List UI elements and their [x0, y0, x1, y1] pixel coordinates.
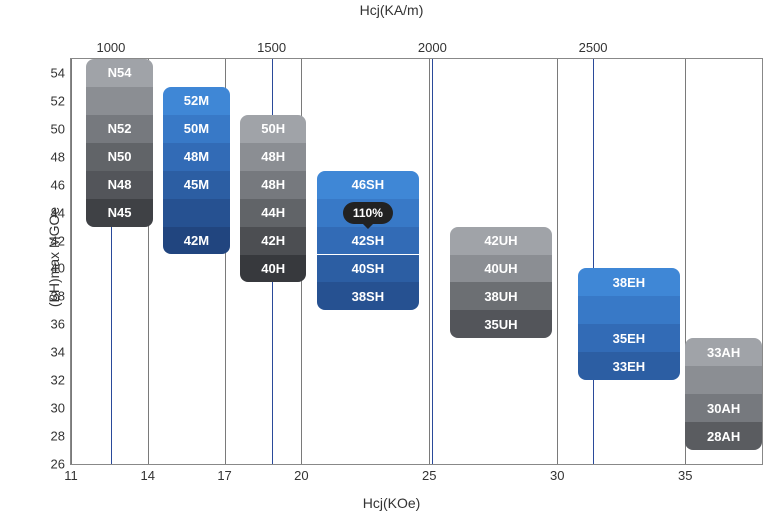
grade-cell[interactable]: N54: [86, 59, 153, 87]
x-bottom-tick: 17: [217, 464, 231, 483]
grade-column: 46SH44SH42SH40SH38SH: [317, 171, 419, 311]
grade-cell[interactable]: N52: [86, 115, 153, 143]
x-bottom-tick: 30: [550, 464, 564, 483]
grade-cell[interactable]: N48: [86, 171, 153, 199]
grade-cell[interactable]: [578, 296, 680, 324]
grade-cell[interactable]: 42M: [163, 227, 230, 255]
grade-column: N54 N52N50N48N45: [86, 59, 153, 227]
y-tick: 38: [51, 289, 71, 304]
y-tick: 28: [51, 429, 71, 444]
y-tick: 30: [51, 401, 71, 416]
grade-cell[interactable]: 40H: [240, 255, 307, 283]
x-top-tick: 1000: [96, 40, 125, 59]
grade-cell[interactable]: 38EH: [578, 268, 680, 296]
grade-cell[interactable]: 50M: [163, 115, 230, 143]
hover-tooltip: 110%: [343, 202, 393, 224]
grade-cell[interactable]: 40UH: [450, 255, 552, 283]
grade-cell[interactable]: 38SH: [317, 282, 419, 310]
x-top-tick: 2000: [418, 40, 447, 59]
grade-cell[interactable]: N50: [86, 143, 153, 171]
grade-cell[interactable]: 30AH: [685, 394, 762, 422]
y-tick: 52: [51, 93, 71, 108]
x-gridline: [71, 59, 72, 464]
grade-cell[interactable]: 50H: [240, 115, 307, 143]
y-tick: 32: [51, 373, 71, 388]
grade-cell[interactable]: 38UH: [450, 282, 552, 310]
y-tick: 34: [51, 345, 71, 360]
grade-cell[interactable]: 48H: [240, 143, 307, 171]
grade-cell[interactable]: 46SH: [317, 171, 419, 199]
y-tick: 50: [51, 121, 71, 136]
grade-cell[interactable]: 33AH: [685, 338, 762, 366]
y-tick: 44: [51, 205, 71, 220]
grade-column: 33AH 30AH28AH: [685, 338, 762, 450]
x-top-refline: [593, 59, 594, 464]
grade-column: 50H48H48H44H42H40H: [240, 115, 307, 283]
x-bottom-tick: 25: [422, 464, 436, 483]
x-axis-top-label: Hcj(KA/m): [0, 2, 783, 18]
y-tick: 36: [51, 317, 71, 332]
y-tick: 46: [51, 177, 71, 192]
x-axis-bottom-label: Hcj(KOe): [0, 495, 783, 511]
x-top-tick: 1500: [257, 40, 286, 59]
chart-plot-area: 2628303234363840424446485052541114172025…: [70, 58, 763, 465]
y-tick: 40: [51, 261, 71, 276]
grade-column: 52M50M48M45M 42M: [163, 87, 230, 255]
x-top-refline: [432, 59, 433, 464]
grade-cell[interactable]: 44H: [240, 199, 307, 227]
grade-cell[interactable]: 45M: [163, 171, 230, 199]
y-tick: 48: [51, 149, 71, 164]
x-gridline: [557, 59, 558, 464]
grade-cell[interactable]: 28AH: [685, 422, 762, 450]
x-bottom-tick: 20: [294, 464, 308, 483]
grade-cell[interactable]: 42H: [240, 227, 307, 255]
x-bottom-tick: 11: [64, 464, 78, 483]
grade-column: 42UH40UH38UH35UH: [450, 227, 552, 339]
x-bottom-tick: 14: [141, 464, 155, 483]
grade-cell[interactable]: [86, 87, 153, 115]
grade-cell[interactable]: [685, 366, 762, 394]
grade-cell[interactable]: 48M: [163, 143, 230, 171]
grade-cell[interactable]: [163, 199, 230, 227]
grade-cell[interactable]: 40SH: [317, 255, 419, 283]
grade-cell[interactable]: 48H: [240, 171, 307, 199]
grade-cell[interactable]: 52M: [163, 87, 230, 115]
grade-cell[interactable]: 35EH: [578, 324, 680, 352]
grade-cell[interactable]: N45: [86, 199, 153, 227]
y-tick: 54: [51, 65, 71, 80]
x-gridline: [429, 59, 430, 464]
grade-cell[interactable]: 35UH: [450, 310, 552, 338]
x-top-tick: 2500: [579, 40, 608, 59]
grade-cell[interactable]: 33EH: [578, 352, 680, 380]
y-tick: 42: [51, 233, 71, 248]
grade-cell[interactable]: 42UH: [450, 227, 552, 255]
x-bottom-tick: 35: [678, 464, 692, 483]
grade-column: 38EH 35EH33EH: [578, 268, 680, 380]
